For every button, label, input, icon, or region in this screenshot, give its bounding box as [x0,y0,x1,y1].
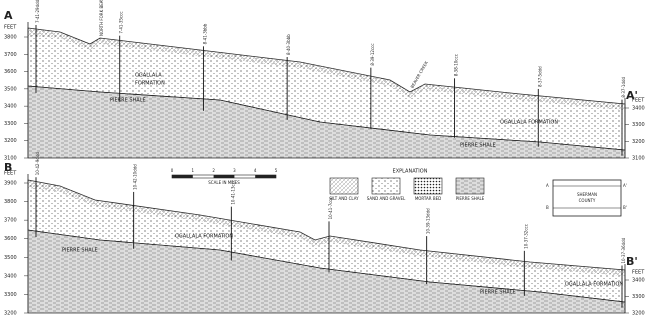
scale-segment [213,175,235,178]
elevation-label: 3400 [632,278,645,284]
legend-swatch [455,177,485,195]
elevation-label: 3600 [4,236,17,242]
well-label: 10-42-9ddd [35,152,40,176]
elevation-label: 3400 [4,273,17,279]
unit-label: OGALLALA FORMATION [500,120,558,126]
elevation-label: 3400 [632,106,645,112]
unit-label: PIERRE SHALE [460,143,496,149]
scale-label: SCALE IN MILES [208,180,240,185]
unit-label: PIERRE SHALE [62,248,98,254]
axis-unit: FEET [632,98,645,104]
legend-swatch [329,177,359,195]
elevation-label: 3100 [4,156,17,162]
elevation-label: 3100 [632,156,645,162]
elevation-label: 3800 [4,199,17,205]
unit-label: FORMATION [135,81,165,87]
elevation-label: 3800 [4,35,17,41]
well-label: 8-40-3bbb [286,34,291,55]
section-label: A [4,9,13,22]
county-label: COUNTY [579,198,596,203]
elevation-label: 3200 [4,311,17,317]
scale-segment [255,175,276,178]
elevation-label: 3700 [4,52,17,58]
county-label: SHERMAN [577,192,597,197]
elevation-label: 3900 [4,181,17,187]
legend-label: SILT AND CLAY [329,196,359,201]
scale-tick: 1 [192,168,195,173]
elevation-label: 3600 [4,69,17,75]
elevation-label: 3300 [4,121,17,127]
explanation-title: EXPLANATION [393,169,428,175]
unit-label: PIERRE SHALE [480,290,516,296]
scale-segment [172,175,193,178]
axis-unit: FEET [4,171,17,177]
axis-unit: FEET [4,25,17,31]
elevation-label: 3300 [632,294,645,300]
scale-tick: 0 [171,168,174,173]
elevation-label: 3700 [4,218,17,224]
well-label: 8-37-1ddd [621,76,626,97]
well-label: 10-37-36ddd [621,237,626,263]
elevation-label: 3500 [4,86,17,92]
stream-label: NORTH FORK BEAVER CREEK [99,0,104,36]
well-label: 8-37-5ddd [537,66,542,87]
unit-label: OGALLALA [135,73,162,79]
well-label: 8-39-12ccc [370,43,375,65]
unit-label: OGALLALA FORMATION [175,234,233,240]
scale-tick: 2 [212,168,215,173]
elevation-label: 3200 [632,139,645,145]
key-letter: B [546,205,549,210]
axis-unit: FEET [632,270,645,276]
legend-swatch [371,177,401,195]
key-letter: A [546,183,549,188]
scale-tick: 4 [254,168,257,173]
well-label: 10-37-32ccc [523,224,528,249]
well-label: 8-38-10ccc [454,54,459,76]
silt-cap [28,180,625,276]
elevation-label: 3300 [632,122,645,128]
well-label: 10-42-10ddd [133,164,138,190]
elevation-label: 3200 [632,311,645,317]
elevation-label: 3300 [4,292,17,298]
silt-cap [28,28,625,110]
elevation-label: 3200 [4,138,17,144]
key-map [552,179,622,217]
scale-tick: 5 [275,168,278,173]
section-label: A' [626,89,638,102]
well-label: 8-41-3bbb [202,23,207,44]
legend-swatch [413,177,443,195]
elevation-label: 3400 [4,104,17,110]
well-label: 10-41-7ccc [328,197,333,219]
key-letter: A' [623,183,627,188]
well-label: 10-39-13ddd [426,208,431,234]
legend-label: SAND AND GRAVEL [367,196,406,201]
elevation-label: 3500 [4,255,17,261]
section-label: B [4,161,12,174]
well-label: 7-41-35ccc [119,11,124,33]
key-letter: B' [623,205,627,210]
scale-tick: 3 [233,168,236,173]
legend-label: PIERRE SHALE [456,196,485,201]
legend-label: MORTAR BED [415,196,441,201]
well-label: 7-41-29ddd [35,0,40,23]
section-label: B' [626,255,638,268]
unit-label: PIERRE SHALE [110,98,146,104]
well-label: 10-41-13ccc [230,180,235,205]
unit-label: OGALLALA FORMATION [565,282,623,288]
